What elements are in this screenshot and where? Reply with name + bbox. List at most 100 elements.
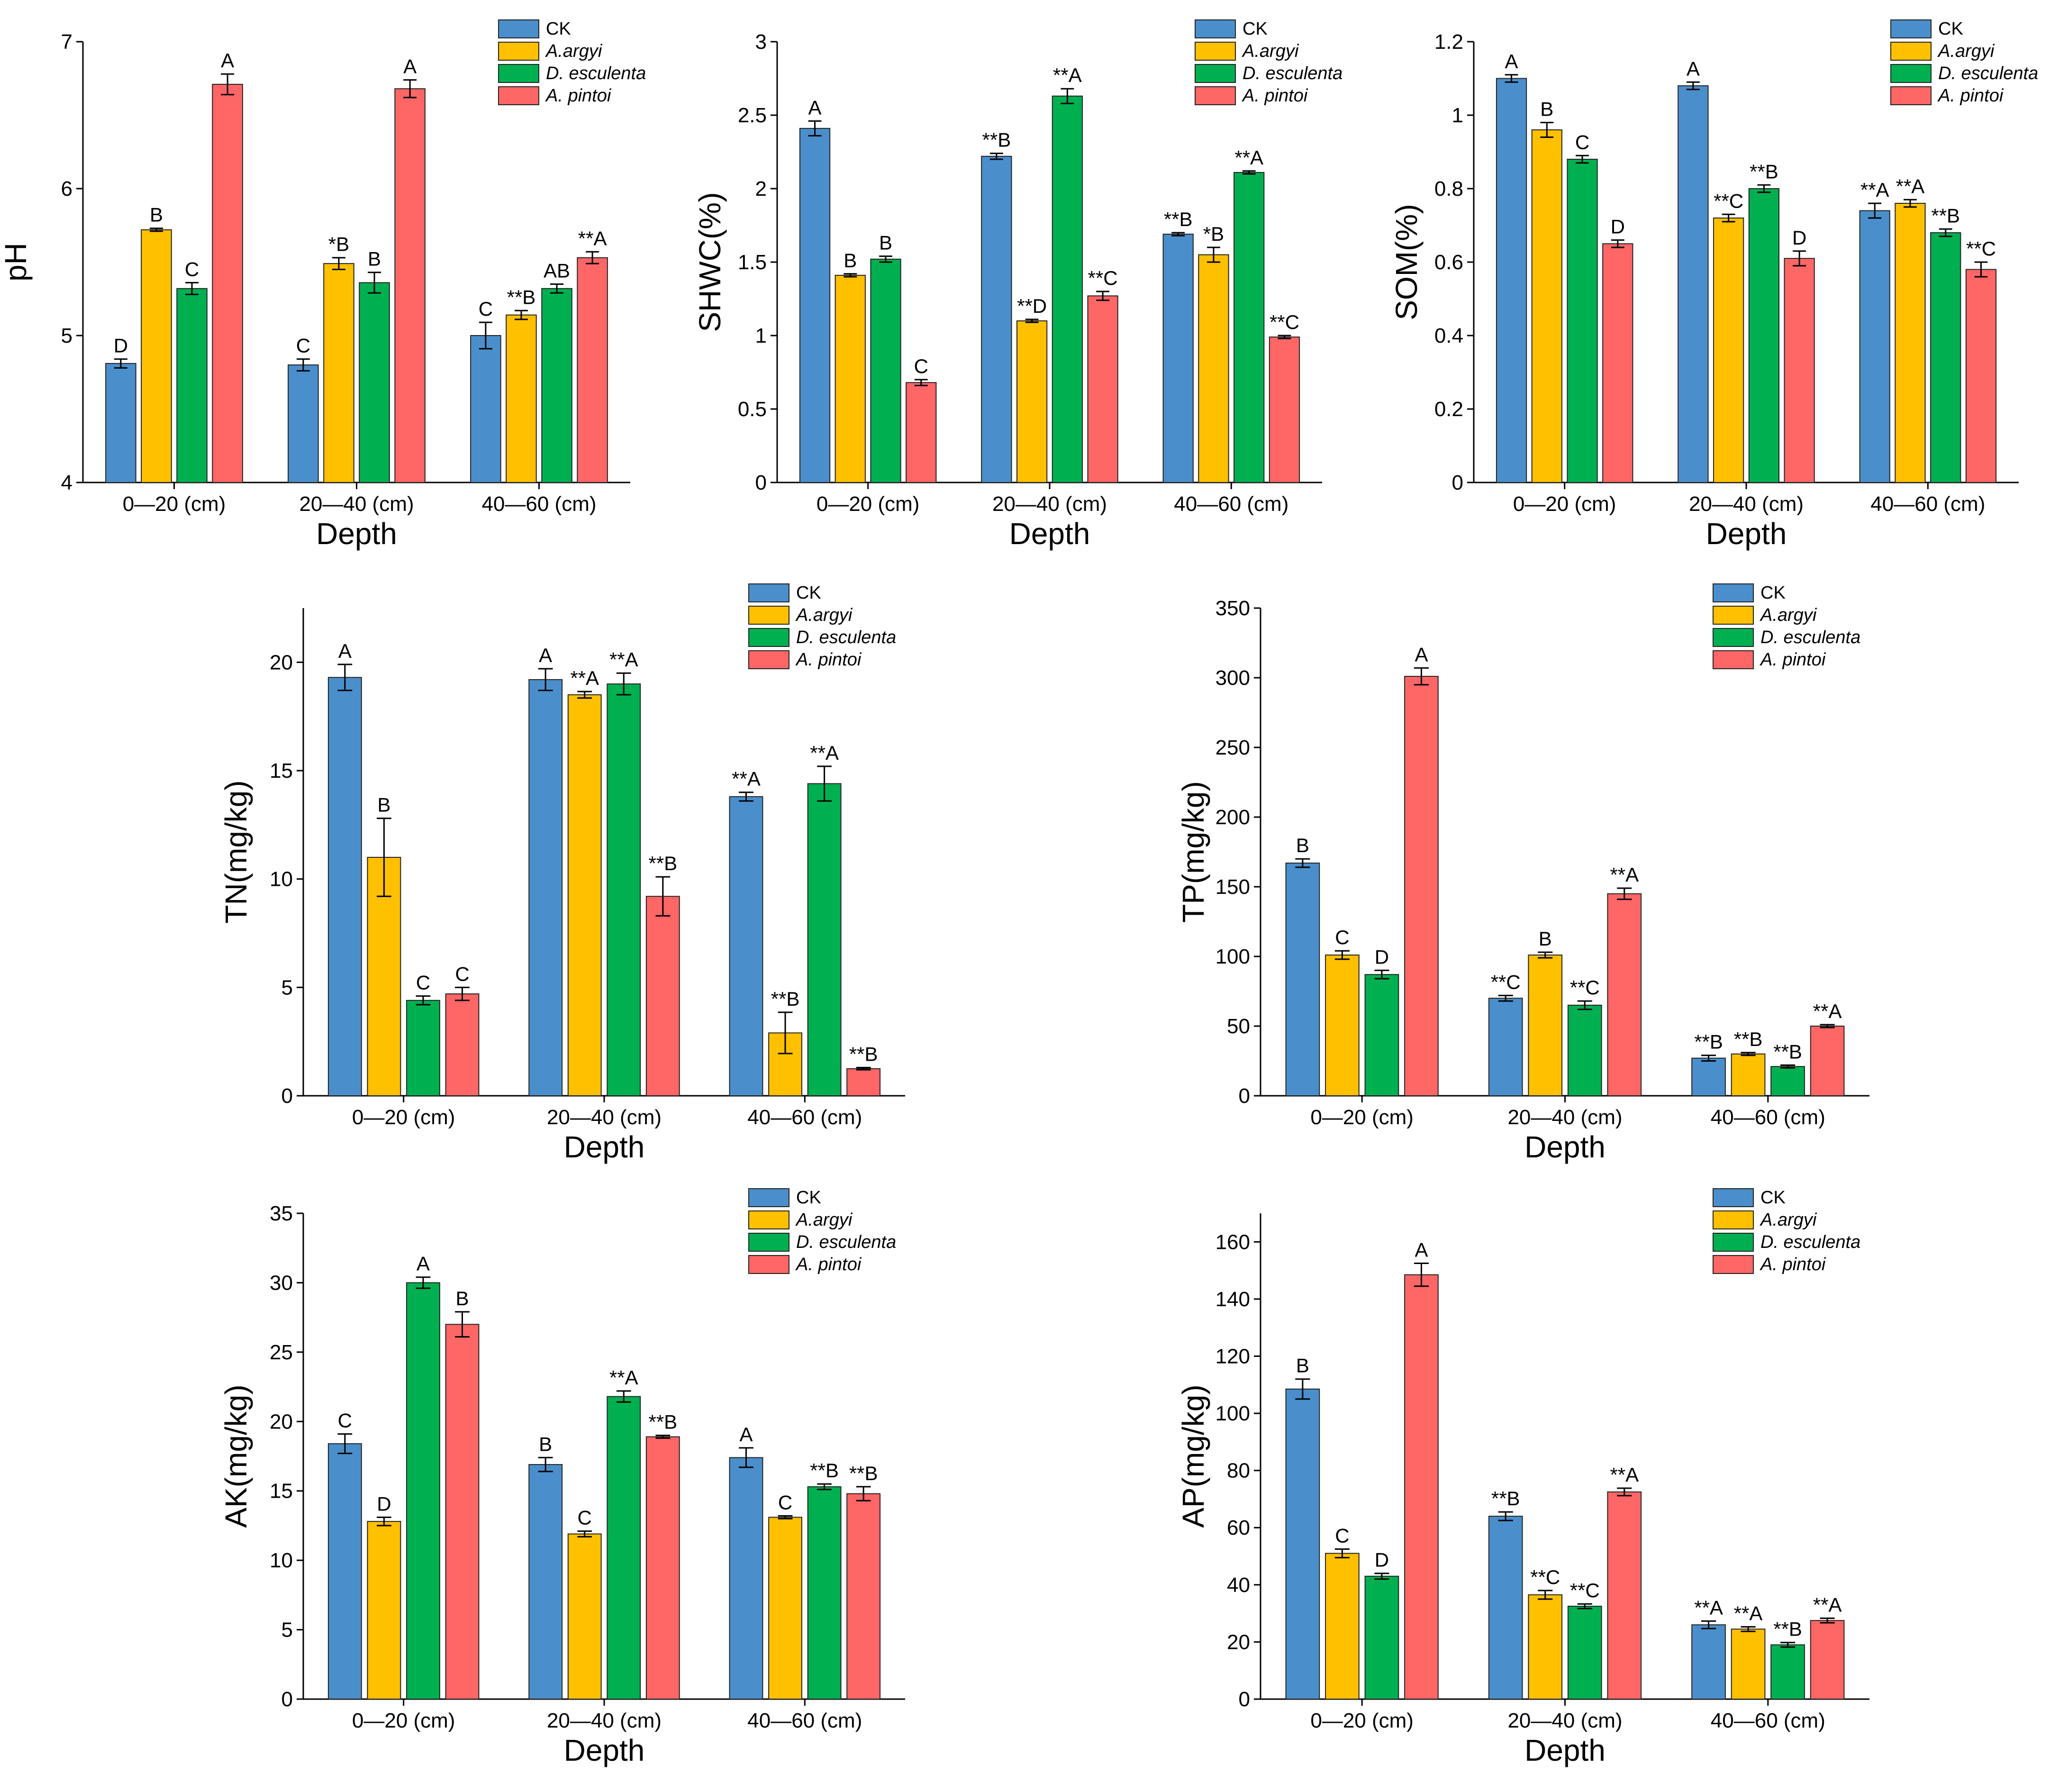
y-tick-label: 160 (1215, 1230, 1250, 1254)
significance-label: **C (1088, 267, 1118, 289)
y-tick-label: 35 (270, 1202, 293, 1225)
significance-label: A (1415, 643, 1428, 665)
bar-apintoi (1810, 1026, 1845, 1096)
significance-label: D (1375, 1549, 1389, 1571)
significance-label: A (740, 1423, 753, 1446)
bar-desculenta (1364, 974, 1399, 1096)
significance-label: B (879, 232, 892, 254)
significance-label: A (539, 644, 552, 666)
legend-label: D. esculenta (1760, 1232, 1860, 1252)
bar-desculenta (607, 683, 641, 1096)
significance-label: B (1539, 928, 1552, 950)
bar-apintoi (1404, 676, 1439, 1097)
bar-apintoi (394, 88, 426, 483)
legend: CKA.argyi D. esculenta A. pintoi (1713, 583, 1860, 670)
x-tick-label: 40—60 (cm) (747, 1106, 862, 1129)
x-tick-label: 20—40 (cm) (547, 1709, 662, 1732)
y-axis-title: SOM(%) (1389, 204, 1424, 320)
significance-label: **C (1966, 237, 1996, 260)
significance-label: **B (849, 1462, 878, 1484)
x-tick-label: 0—20 (cm) (123, 492, 226, 516)
bar-ck (1285, 863, 1320, 1097)
significance-label: A (1505, 50, 1518, 73)
significance-label: **C (1570, 976, 1600, 999)
y-tick-label: 300 (1215, 666, 1250, 690)
x-axis-title: Depth (316, 517, 397, 551)
significance-label: C (578, 1507, 592, 1529)
legend-swatch (1195, 64, 1236, 83)
legend-label: D. esculenta (546, 64, 646, 83)
y-tick-label: 1 (755, 324, 767, 347)
y-tick-label: 5 (281, 1619, 293, 1642)
significance-label: B (539, 1433, 552, 1455)
bar-aargyi (1528, 1594, 1563, 1700)
significance-label: B (1296, 834, 1309, 856)
bar-ck (1691, 1624, 1726, 1700)
chart-ak: 0 5 10 15 20 25 30 35 AK(mg/kg) 0—20 (cm) C D A B 20—4… (219, 1188, 905, 1767)
bar-apintoi (1404, 1274, 1439, 1700)
significance-label: *B (328, 233, 349, 255)
y-tick-label: 100 (1215, 1402, 1250, 1425)
x-tick-label: 0—20 (cm) (816, 492, 920, 516)
x-tick-label: 0—20 (cm) (1310, 1709, 1414, 1732)
significance-label: C (296, 335, 310, 357)
bar-apintoi (645, 896, 680, 1096)
legend-swatch (748, 1188, 789, 1207)
y-axis-title: TN(mg/kg) (219, 780, 253, 923)
chart-ap: 0 20 40 60 80 100 120 140 160 AP(mg/kg) 0—20 (cm) B… (1176, 1188, 1869, 1767)
x-tick-label: 40—60 (cm) (1711, 1709, 1825, 1732)
significance-label: **A (810, 742, 839, 764)
bar-apintoi (445, 1324, 480, 1700)
bar-aargyi (1713, 218, 1744, 483)
significance-label: *B (1203, 223, 1224, 245)
legend-swatch (1713, 606, 1754, 625)
significance-label: A (403, 55, 417, 78)
legend-label: A. pintoi (1242, 86, 1308, 106)
x-tick-label: 0—20 (cm) (352, 1106, 455, 1129)
y-tick-label: 0.5 (738, 398, 767, 421)
x-tick-label: 20—40 (cm) (1507, 1106, 1622, 1129)
significance-label: **B (849, 1043, 878, 1065)
bar-aargyi (141, 229, 172, 483)
legend-label: A.argyi (795, 605, 853, 625)
significance-label: B (844, 249, 857, 272)
legend-swatch (748, 1255, 789, 1274)
bar-ck (981, 155, 1012, 483)
legend-swatch (1713, 1210, 1754, 1229)
significance-label: C (1335, 1524, 1349, 1546)
significance-label: B (150, 204, 163, 226)
x-tick-label: 20—40 (cm) (1507, 1709, 1622, 1732)
significance-label: D (1611, 216, 1625, 238)
bar-apintoi (846, 1493, 881, 1700)
x-tick-label: 40—60 (cm) (1870, 492, 1985, 516)
significance-label: **A (1860, 179, 1889, 201)
y-tick-label: 0.6 (1434, 251, 1463, 274)
significance-label: **A (1896, 175, 1925, 197)
legend-swatch (1713, 583, 1754, 602)
bar-desculenta (1364, 1575, 1399, 1700)
significance-label: A (338, 640, 352, 662)
bar-desculenta (870, 258, 901, 483)
bar-desculenta (541, 288, 572, 483)
significance-label: C (914, 355, 928, 377)
bar-aargyi (1731, 1628, 1766, 1700)
significance-label: **C (1714, 190, 1743, 212)
x-axis-title: Depth (564, 1130, 645, 1164)
significance-label: **A (1053, 64, 1082, 86)
significance-label: C (1575, 131, 1589, 153)
legend: CKA.argyi D. esculenta A. pintoi (1195, 19, 1342, 106)
chart-tn: 0 5 10 15 20 TN(mg/kg) 0—20 (cm) A B C C 20—40 (cm)… (219, 583, 905, 1164)
bar-apintoi (1087, 295, 1118, 483)
y-tick-label: 3 (755, 30, 767, 54)
y-tick-label: 80 (1227, 1459, 1250, 1483)
y-tick-label: 0 (755, 471, 767, 494)
significance-label: C (455, 963, 469, 985)
legend-swatch (1890, 86, 1932, 105)
bar-aargyi (1531, 129, 1562, 483)
y-tick-label: 1.2 (1434, 30, 1463, 54)
significance-label: **A (1694, 1596, 1723, 1619)
significance-label: **A (609, 648, 638, 671)
significance-label: **B (1773, 1040, 1802, 1063)
bar-apintoi (577, 257, 608, 483)
significance-label: **A (570, 667, 599, 689)
